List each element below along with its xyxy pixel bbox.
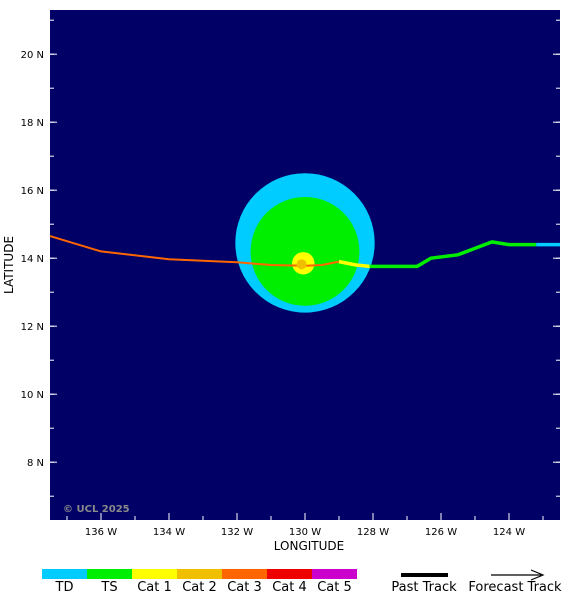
legend-label-cat-2: Cat 2 [182, 580, 217, 595]
lon-tick-label: 136 W [85, 527, 117, 538]
legend-swatch-td [42, 569, 87, 579]
lon-tick-label: 134 W [153, 527, 185, 538]
legend-swatch-cat-2 [177, 569, 222, 579]
lat-tick-label: 10 N [21, 390, 44, 401]
track-segment-cat-3 [49, 235, 340, 267]
legend-swatch-cat-4 [267, 569, 312, 579]
track-segment-cat-1 [338, 259, 370, 269]
lat-tick-label: 20 N [21, 50, 44, 61]
lon-tick-label: 128 W [357, 527, 389, 538]
legend-swatch-cat-1 [132, 569, 177, 579]
lat-tick-label: 18 N [21, 118, 44, 129]
y-axis-label: LATITUDE [2, 236, 16, 294]
wind-field-ts [250, 197, 360, 306]
storm-center-marker [296, 259, 307, 270]
lon-tick-label: 124 W [493, 527, 525, 538]
x-axis-label: LONGITUDE [274, 539, 344, 553]
lat-tick-label: 12 N [21, 322, 44, 333]
copyright-text: © UCL 2025 [63, 504, 130, 515]
legend-swatch-cat-3 [222, 569, 267, 579]
lon-tick-label: 132 W [221, 527, 253, 538]
legend-swatch-ts [87, 569, 132, 579]
legend-swatch-cat-5 [312, 569, 357, 579]
forecast-track-legend-arrow [491, 569, 545, 581]
lon-tick-label: 130 W [289, 527, 321, 538]
lat-tick-label: 14 N [21, 254, 44, 265]
legend-label-ts: TS [100, 580, 117, 595]
wind-fields [235, 173, 375, 313]
category-legend: TD TS Cat 1 Cat 2 Cat 3 Cat 4 Cat 5 [42, 569, 357, 595]
legend-label-cat-4: Cat 4 [272, 580, 307, 595]
legend-label-cat-5: Cat 5 [317, 580, 352, 595]
track-segment-ts [369, 240, 537, 269]
legend-label-cat-1: Cat 1 [137, 580, 172, 595]
storm-eye [296, 259, 307, 270]
forecast-track-legend-label: Forecast Track [468, 580, 562, 595]
axis-ticks [50, 19, 560, 520]
lat-tick-label: 8 N [27, 458, 44, 469]
past-track-legend-label: Past Track [391, 580, 457, 595]
legend-label-td: TD [55, 580, 74, 595]
storm-tracks [49, 235, 560, 269]
lat-tick-label: 16 N [21, 186, 44, 197]
legend-label-cat-3: Cat 3 [227, 580, 262, 595]
lon-tick-label: 126 W [425, 527, 457, 538]
axis-tick-labels: 136 W 134 W 132 W 130 W 128 W 126 W 124 W 20 N 1… [21, 50, 526, 538]
